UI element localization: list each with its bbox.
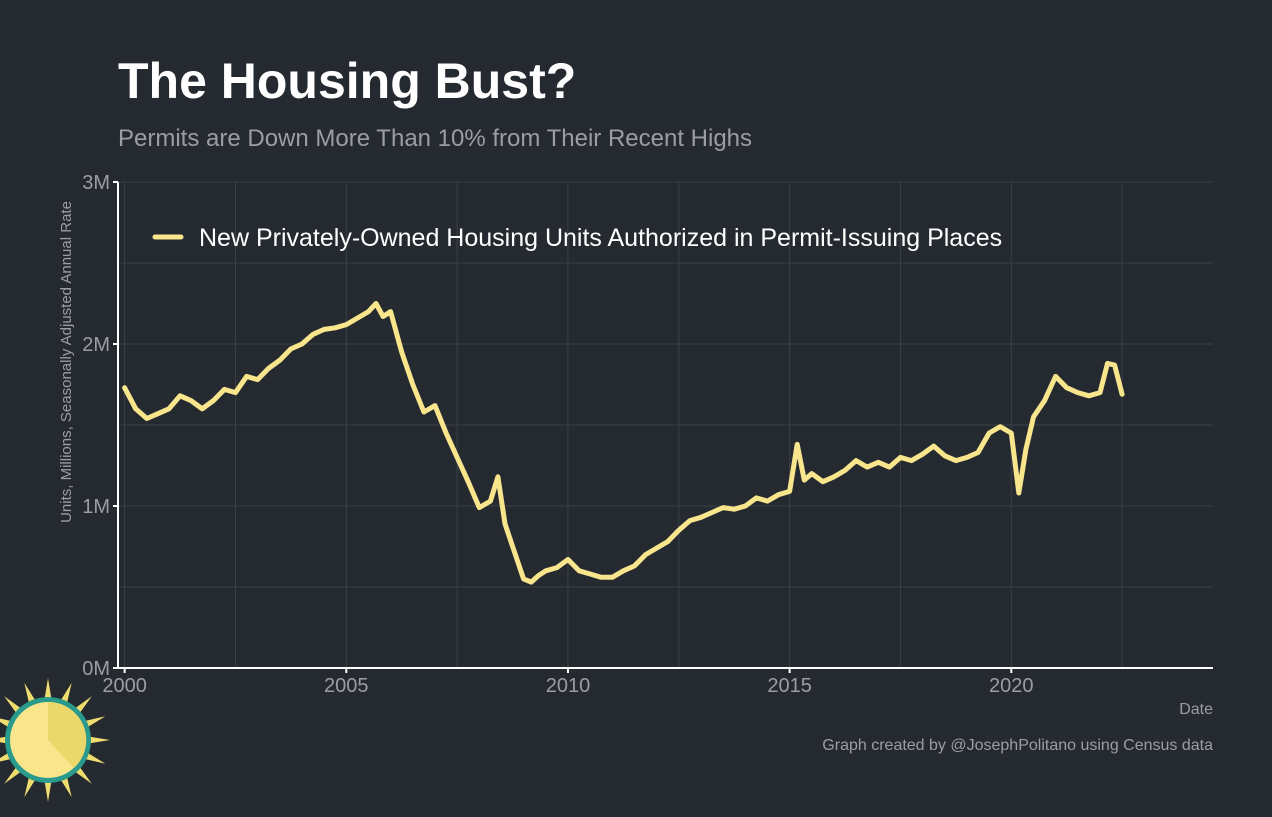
x-tick-label: 2005 <box>324 675 369 697</box>
credit-text: Graph created by @JosephPolitano using C… <box>822 737 1213 754</box>
axes: 0M 1M 2M 3M 2000 2005 2010 2015 2020 <box>82 172 1213 697</box>
series-line <box>122 301 1125 585</box>
x-axis-label: Date <box>1179 701 1213 718</box>
chart-title: The Housing Bust? <box>118 53 576 109</box>
y-tick-label: 0M <box>82 658 110 680</box>
x-tick-label: 2010 <box>546 675 591 697</box>
x-tick-label: 2015 <box>767 675 812 697</box>
legend: New Privately-Owned Housing Units Author… <box>152 224 1002 252</box>
logo-sun-shade <box>48 701 87 768</box>
series-layer <box>122 301 1125 585</box>
y-tick-label: 2M <box>82 334 110 356</box>
y-axis-label: Units, Millions, Seasonally Adjusted Ann… <box>58 201 75 523</box>
sun-logo-icon <box>0 678 110 802</box>
legend-label: New Privately-Owned Housing Units Author… <box>199 224 1002 252</box>
y-tick-label: 1M <box>82 496 110 518</box>
chart-subtitle: Permits are Down More Than 10% from Thei… <box>118 125 752 152</box>
y-tick-label: 3M <box>82 172 110 194</box>
x-tick-label: 2000 <box>102 675 147 697</box>
x-tick-label: 2020 <box>989 675 1034 697</box>
grid-lines <box>118 181 1213 668</box>
